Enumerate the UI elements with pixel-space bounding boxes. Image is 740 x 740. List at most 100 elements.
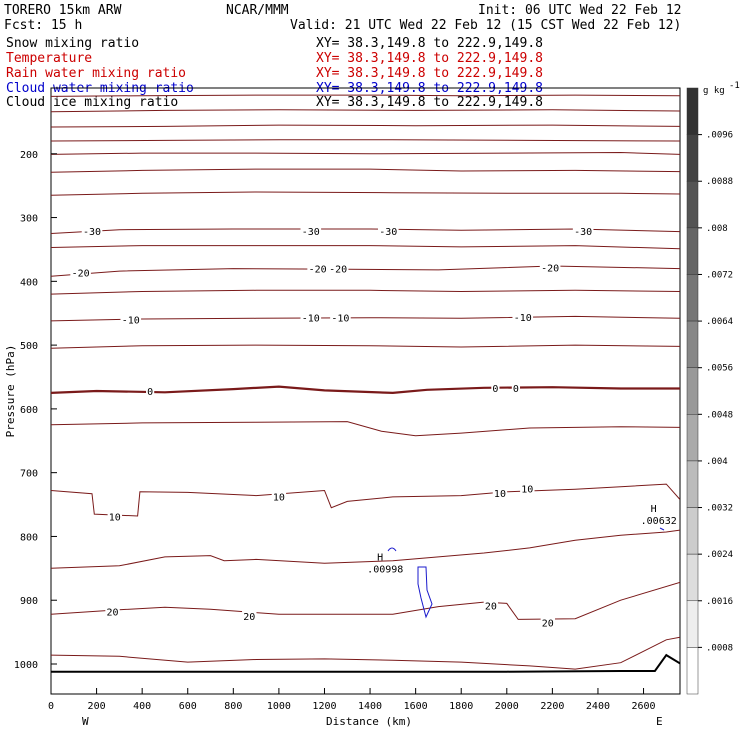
y-tick-label-6: 800: [20, 532, 38, 543]
contour-label-bg-1: [300, 224, 322, 237]
temperature-contour-11: [51, 315, 680, 322]
x-tick-label-4: 800: [224, 701, 242, 712]
contour-label-bg-8: [120, 313, 142, 326]
contour-label-18: 10: [109, 513, 121, 524]
colorbar-box-4: [686, 274, 699, 322]
west-label: W: [82, 715, 89, 728]
colorbar-label-5: .0056: [706, 364, 733, 374]
header: TORERO 15km ARW NCAR/MMM Init: 06 UTC We…: [4, 3, 682, 110]
contour-label-bg-22: [540, 616, 556, 629]
x-axis: 0 200 400 600 800 1000 1200 1400 1600 1800 2000 220…: [48, 688, 656, 712]
colorbar-label-4: .0064: [706, 317, 733, 327]
field-name-cloud-ice: Cloud ice mixing ratio: [6, 95, 178, 110]
contour-label-1: -30: [302, 227, 320, 238]
colorbar-label-8: .0032: [706, 504, 733, 514]
contour-label-15: 10: [273, 492, 285, 503]
temperature-contour-1: [51, 109, 680, 113]
x-axis-title: Distance (km): [326, 715, 412, 728]
x-tick-label-2: 400: [133, 701, 151, 712]
temperature-contour-9: [51, 265, 680, 277]
contour-label-bg-6: [327, 262, 349, 275]
contour-label-bg-14: [511, 381, 521, 394]
contour-label-bg-0: [81, 224, 103, 237]
temperature-contour-8: [51, 245, 680, 250]
temperature-contour-10: [51, 289, 680, 295]
temperature-contour-6: [51, 191, 680, 196]
contour-label-bg-9: [300, 311, 322, 324]
valid-time: Valid: 21 UTC Wed 22 Feb 12 (15 CST Wed …: [290, 18, 681, 33]
y-tick-label-2: 400: [20, 277, 38, 288]
x-tick-label-7: 1400: [358, 701, 382, 712]
terrain-line: [51, 653, 680, 673]
contour-label-0: -30: [83, 227, 101, 238]
contour-labels: -30 -30 -30 -30-20 -20 -20 -20-10 -10 -10 -100 0 01…: [70, 224, 594, 630]
temperature-contour-13: [51, 385, 680, 395]
contour-label-6: -20: [329, 265, 347, 276]
contour-label-bg-21: [483, 599, 499, 612]
field-name-rain: Rain water mixing ratio: [6, 66, 186, 81]
x-tick-label-1: 200: [88, 701, 106, 712]
field-name-temperature: Temperature: [6, 51, 92, 66]
contour-label-bg-10: [330, 311, 351, 324]
y-tick-label-0: 200: [20, 150, 38, 161]
field-xy-rain: XY= 38.3,149.8 to 222.9,149.8: [316, 66, 543, 81]
contour-label-16: 10: [494, 489, 506, 500]
field-xy-temperature: XY= 38.3,149.8 to 222.9,149.8: [316, 51, 543, 66]
contour-label-2: -30: [379, 227, 397, 238]
contour-label-13: 0: [492, 384, 498, 395]
temperature-contour-3: [51, 139, 680, 142]
forecast-hour: Fcst: 15 h: [4, 18, 82, 33]
y-tick-label-3: 500: [20, 341, 38, 352]
temperature-contour-12: [51, 344, 680, 349]
contour-label-22: 20: [542, 619, 554, 630]
y-tick-label-7: 900: [20, 596, 38, 607]
field-xy-snow: XY= 38.3,149.8 to 222.9,149.8: [316, 36, 543, 51]
colorbar-box-11: [686, 600, 699, 648]
x-tick-label-9: 1800: [449, 701, 473, 712]
y-tick-label-8: 1000: [14, 660, 38, 671]
contour-label-20: 20: [243, 612, 255, 623]
contour-label-12: 0: [147, 387, 153, 398]
east-label: E: [656, 715, 663, 728]
y-tick-label-5: 700: [20, 469, 38, 480]
contour-label-bg-7: [539, 261, 561, 274]
x-tick-label-0: 0: [48, 701, 54, 712]
temperature-contour-15: [51, 483, 680, 517]
temperature-contour-4: [51, 151, 680, 155]
colorbar-unit-exponent: -1: [729, 81, 740, 91]
contour-label-11: -10: [514, 313, 532, 324]
y-axis: 200 300 400 500 600 700 800 900 1000: [14, 150, 57, 671]
contour-label-bg-4: [70, 266, 91, 279]
temperature-contour-17: [51, 581, 680, 620]
colorbar-box-0: [686, 87, 699, 135]
contour-label-bg-13: [491, 381, 500, 394]
colorbar-box-2: [686, 180, 699, 229]
contour-label-14: 0: [513, 384, 519, 395]
colorbar-box-1: [686, 134, 699, 182]
colorbar-label-2: .008: [706, 224, 728, 234]
x-tick-label-13: 2600: [631, 701, 655, 712]
x-tick-label-5: 1000: [267, 701, 291, 712]
contour-label-bg-3: [572, 224, 594, 237]
x-tick-label-8: 1600: [404, 701, 428, 712]
colorbar-label-1: .0088: [706, 177, 733, 187]
colorbar: .0096 .0088 .008 .0072 .0064 .0056 .0048 .004 .0…: [686, 87, 733, 695]
contour-label-bg-12: [146, 385, 155, 398]
contour-label-7: -20: [541, 263, 559, 274]
contour-label-8: -10: [122, 316, 140, 327]
contour-label-5: -20: [309, 265, 327, 276]
colorbar-box-12: [686, 647, 699, 695]
y-tick-label-1: 300: [20, 214, 38, 225]
y-tick-label-4: 600: [20, 405, 38, 416]
field-xy-cloud-ice: XY= 38.3,149.8 to 222.9,149.8: [316, 95, 543, 110]
cloud-water-max-marker-0: H: [377, 553, 383, 564]
contour-label-bg-17: [520, 482, 535, 495]
temperature-contours: [51, 94, 680, 670]
contour-label-9: -10: [302, 314, 320, 325]
x-tick-label-6: 1200: [312, 701, 336, 712]
temperature-contour-16: [51, 529, 680, 569]
colorbar-box-5: [686, 320, 699, 368]
contour-label-bg-2: [377, 224, 399, 237]
cloud-water-contour-2: [659, 527, 665, 531]
